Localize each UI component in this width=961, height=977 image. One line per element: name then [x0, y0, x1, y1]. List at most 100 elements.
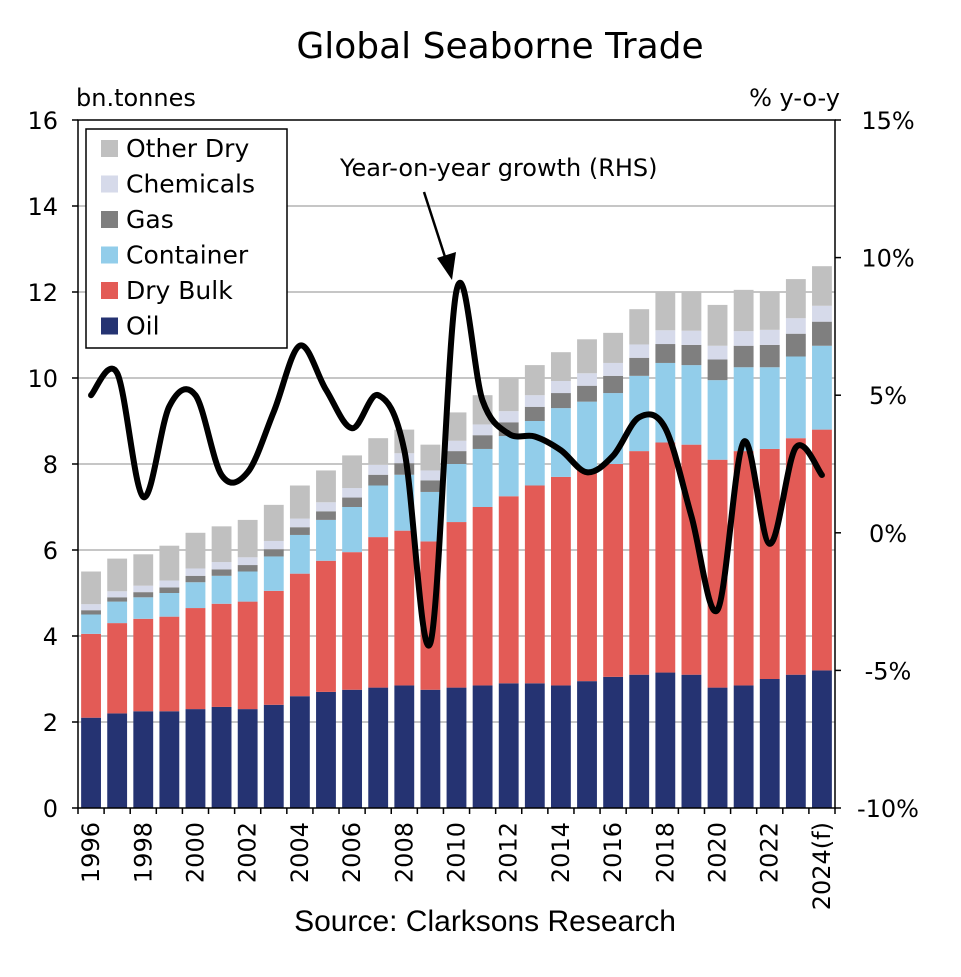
right-axis: -10% -5% 0% 5% 10% 15%	[835, 107, 919, 823]
legend-label-oil: Oil	[126, 312, 160, 341]
bar-gas-1996	[81, 610, 101, 615]
bar-container-1997	[107, 601, 128, 624]
bar-dry-bulk-2000	[185, 608, 206, 710]
bar-container-2020	[707, 380, 728, 460]
bar-gas-2022	[759, 344, 780, 368]
left-tick-label: 6	[43, 537, 58, 565]
growth-line	[88, 279, 825, 649]
bar-dry-bulk-2011	[472, 507, 493, 686]
bar-oil-2003	[263, 704, 284, 808]
stacked-bars	[81, 266, 832, 808]
legend-swatch-gas	[101, 211, 118, 228]
left-tick-label: 0	[43, 795, 58, 823]
bar-container-2010	[446, 464, 467, 523]
bar-other-dry-1999	[159, 545, 180, 581]
bar-chemicals-2006	[342, 488, 363, 498]
bar-container-2003	[263, 556, 284, 591]
bar-container-2007	[368, 485, 389, 538]
bar-chemicals-2012	[498, 411, 519, 423]
bar-gas-2020	[707, 359, 728, 381]
left-axis-unit: bn.tonnes	[76, 84, 196, 112]
bar-other-dry-2020	[707, 304, 728, 346]
bar-gas-2010	[446, 451, 467, 464]
bar-dry-bulk-2003	[263, 590, 284, 705]
bar-chemicals-2014	[550, 381, 571, 394]
bar-chemicals-2022	[759, 329, 780, 345]
bar-oil-2010	[446, 687, 467, 808]
bar-dry-bulk-1999	[159, 616, 180, 712]
bar-other-dry-1996	[81, 571, 101, 605]
x-tick-label: 1996	[77, 822, 105, 883]
left-tick-label: 14	[27, 193, 58, 221]
x-tick-label: 2020	[704, 822, 732, 883]
bar-chemicals-2020	[707, 345, 728, 360]
bar-other-dry-2010	[446, 412, 467, 441]
bar-container-2012	[498, 436, 519, 497]
x-tick-label: 2002	[234, 822, 262, 883]
bar-oil-2013	[524, 683, 545, 808]
bar-container-2009	[420, 491, 441, 542]
bar-other-dry-1997	[107, 558, 128, 592]
bar-chemicals-2007	[368, 464, 389, 475]
left-tick-label: 16	[27, 107, 58, 135]
bar-other-dry-2006	[342, 455, 363, 489]
bar-gas-2009	[420, 480, 441, 492]
left-tick-label: 2	[43, 709, 58, 737]
bar-oil-1998	[133, 711, 154, 808]
bar-container-2004	[289, 534, 310, 574]
bar-chemicals-2016	[603, 362, 624, 376]
bar-oil-2016	[603, 676, 624, 808]
bar-gas-2003	[263, 549, 284, 557]
bar-chemicals-2001	[211, 562, 232, 570]
bar-chemicals-2015	[577, 373, 597, 386]
bar-dry-bulk-2015	[577, 470, 597, 682]
bar-other-dry-2003	[263, 504, 284, 541]
bar-chemicals-2019	[681, 330, 702, 345]
bar-chemicals-2002	[237, 557, 258, 566]
bar-dry-bulk-1996	[81, 633, 101, 718]
bar-other-dry-2002	[237, 519, 258, 558]
bar-other-dry-2021	[733, 289, 754, 332]
bar-oil-2018	[655, 672, 676, 808]
bar-oil-2007	[368, 687, 389, 808]
bar-other-dry-2005	[316, 470, 336, 503]
bar-oil-2022	[759, 679, 780, 808]
bar-container-2024(f)	[812, 345, 832, 430]
bar-gas-1998	[133, 592, 154, 598]
x-tick-label: 2000	[181, 822, 209, 883]
bar-gas-2013	[524, 406, 545, 421]
right-axis-unit: % y-o-y	[749, 84, 840, 112]
bar-chemicals-2023	[785, 318, 806, 334]
bar-dry-bulk-2016	[603, 464, 624, 677]
bar-oil-2014	[550, 685, 571, 808]
legend-swatch-oil	[101, 317, 118, 335]
bar-chemicals-2005	[316, 502, 336, 512]
bar-chemicals-1997	[107, 591, 128, 598]
bar-chemicals-2004	[289, 518, 310, 528]
bar-other-dry-2014	[550, 352, 571, 382]
bar-gas-2006	[342, 497, 363, 507]
bar-other-dry-2016	[603, 332, 624, 363]
bar-dry-bulk-2024(f)	[812, 429, 832, 671]
legend-label-gas: Gas	[126, 205, 174, 234]
bar-gas-2001	[211, 569, 232, 576]
bar-container-2017	[629, 375, 650, 452]
bar-dry-bulk-2012	[498, 496, 519, 684]
bar-chemicals-2003	[263, 540, 284, 550]
bar-container-2023	[785, 356, 806, 439]
bar-chemicals-2024(f)	[812, 305, 832, 322]
bar-container-2019	[681, 365, 702, 445]
bar-container-2021	[733, 367, 754, 452]
bar-dry-bulk-2006	[342, 552, 363, 690]
legend-swatch-chemicals	[101, 175, 118, 193]
right-tick-label: -10%	[857, 795, 919, 823]
x-tick-label: 2004	[286, 822, 314, 883]
growth-annotation: Year-on-year growth (RHS)	[339, 154, 658, 280]
bar-dry-bulk-2007	[368, 537, 389, 688]
bar-dry-bulk-2018	[655, 442, 676, 673]
bar-oil-2011	[472, 685, 493, 808]
bar-dry-bulk-1998	[133, 618, 154, 712]
bar-oil-2015	[577, 681, 597, 808]
x-tick-label: 2018	[651, 822, 679, 883]
bar-dry-bulk-1997	[107, 623, 128, 714]
